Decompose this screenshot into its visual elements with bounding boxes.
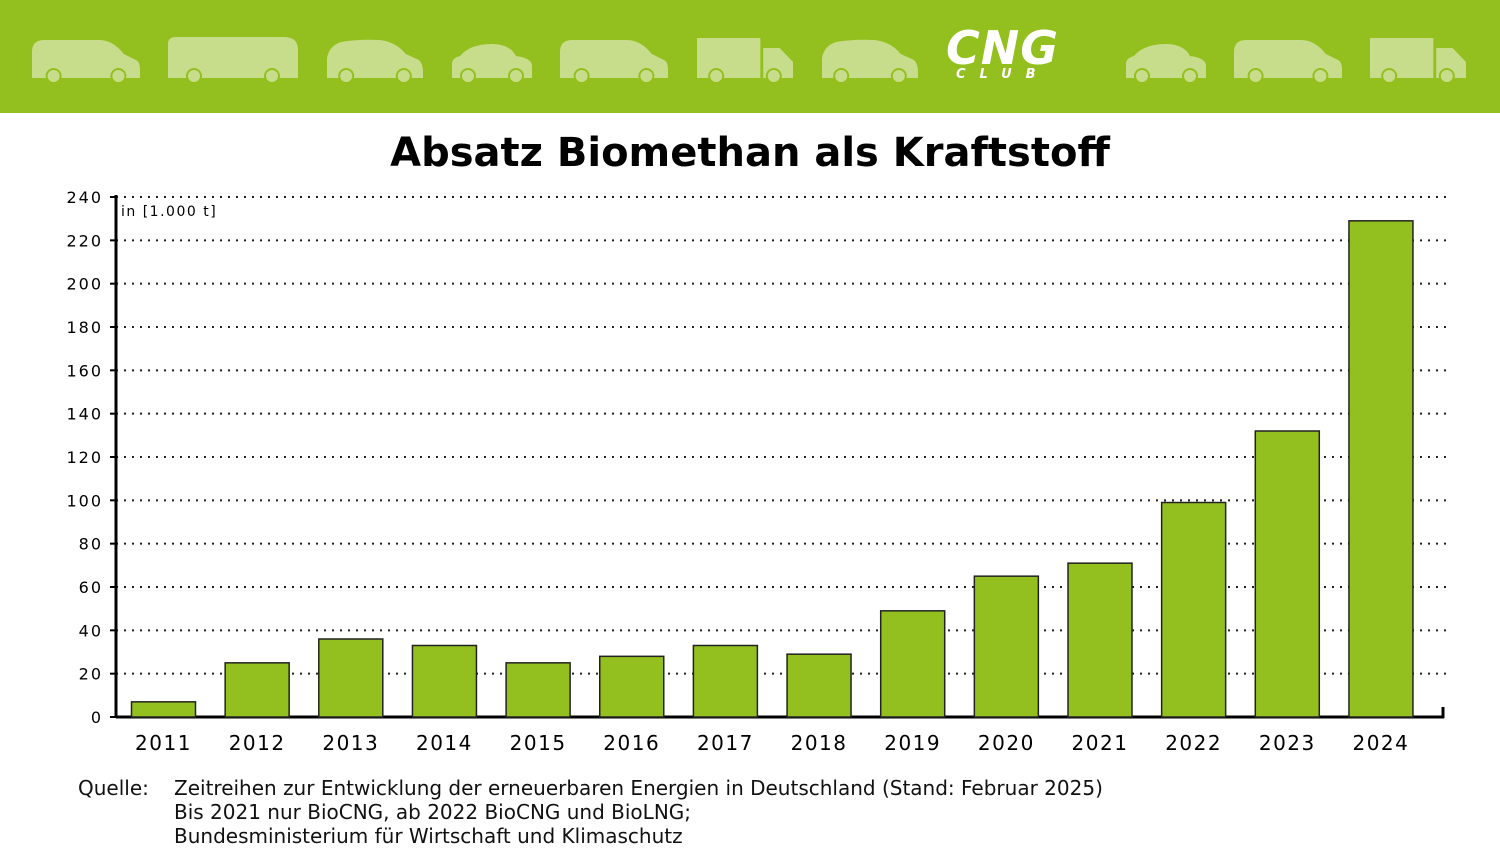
x-tick-label: 2013: [322, 731, 379, 755]
logo-subtext: CLUB: [956, 67, 1050, 82]
gridlines: [116, 196, 1450, 675]
y-tick-label: 180: [66, 318, 103, 337]
unit-label: in [1.000 t]: [121, 204, 217, 220]
bar-2021: [1067, 562, 1133, 718]
bar-2024: [1348, 220, 1414, 718]
logo-text: CNG: [946, 21, 1060, 75]
bar-2022: [1160, 501, 1227, 718]
x-tick-label: 2017: [697, 731, 754, 755]
motorhome-icon: [168, 37, 298, 84]
x-tick-label: 2019: [884, 731, 941, 755]
x-axis-labels: 2011 2012 2013 2014 2015 2016 2017 2018 2019 2020…: [135, 731, 1409, 755]
y-tick-label: 20: [79, 665, 103, 684]
minivan-icon: [822, 39, 918, 84]
truck-icon: [1370, 38, 1466, 84]
bar-2015: [505, 662, 571, 718]
x-tick-label: 2023: [1259, 731, 1316, 755]
x-tick-label: 2021: [1072, 731, 1129, 755]
bar-2020: [973, 575, 1040, 718]
y-tick-label: 160: [66, 361, 103, 380]
x-tick-label: 2018: [791, 731, 848, 755]
x-tick-label: 2016: [603, 731, 660, 755]
y-tick-label: 0: [91, 708, 103, 727]
y-axis-ticks: 0 20 40 60 80 100 120 140 160 180 200 220 240: [66, 188, 116, 727]
chart-title: Absatz Biomethan als Kraftstoff: [390, 130, 1110, 176]
bar-2011: [130, 701, 197, 718]
van-icon: [1234, 40, 1342, 84]
bar-2013: [318, 638, 384, 718]
minivan-icon: [327, 39, 423, 84]
x-tick-label: 2020: [978, 731, 1035, 755]
y-tick-label: 40: [79, 621, 103, 640]
van-icon: [560, 40, 668, 84]
y-tick-label: 140: [66, 405, 103, 424]
bar-chart: 0 20 40 60 80 100 120 140 160 180 200 220 240 in [1.0…: [66, 188, 1450, 755]
bar-2014: [411, 644, 478, 718]
source-line: Bundesministerium für Wirtschaft und Kli…: [174, 824, 683, 848]
source-line: Zeitreihen zur Entwicklung der erneuerba…: [174, 776, 1103, 800]
x-tick-label: 2012: [229, 731, 286, 755]
cng-club-logo: CNG CLUB: [946, 22, 1096, 88]
source-label: Quelle:: [78, 776, 149, 800]
bar-2018: [786, 653, 852, 718]
bar-2012: [224, 662, 290, 718]
x-tick-label: 2014: [416, 731, 473, 755]
y-tick-label: 120: [66, 448, 103, 467]
hatchback-icon: [452, 44, 532, 84]
x-tick-label: 2011: [135, 731, 192, 755]
vehicle-silhouettes: [32, 37, 1466, 84]
y-tick-label: 220: [66, 231, 103, 250]
bar-2016: [599, 655, 665, 718]
y-tick-label: 240: [66, 188, 103, 207]
y-tick-label: 80: [79, 535, 103, 554]
bar-2023: [1254, 430, 1321, 718]
header-banner: CNG CLUB: [0, 0, 1500, 113]
y-tick-label: 200: [66, 275, 103, 294]
y-tick-label: 100: [66, 491, 103, 510]
x-tick-label: 2022: [1165, 731, 1222, 755]
bars: [130, 220, 1414, 718]
truck-icon: [697, 38, 793, 84]
van-icon: [32, 40, 140, 84]
bar-2019: [879, 610, 946, 718]
x-tick-label: 2024: [1352, 731, 1409, 755]
source-line: Bis 2021 nur BioCNG, ab 2022 BioCNG und …: [174, 800, 692, 824]
bar-2017: [692, 644, 759, 718]
hatchback-icon: [1126, 44, 1206, 84]
x-tick-label: 2015: [510, 731, 567, 755]
y-tick-label: 60: [79, 578, 103, 597]
